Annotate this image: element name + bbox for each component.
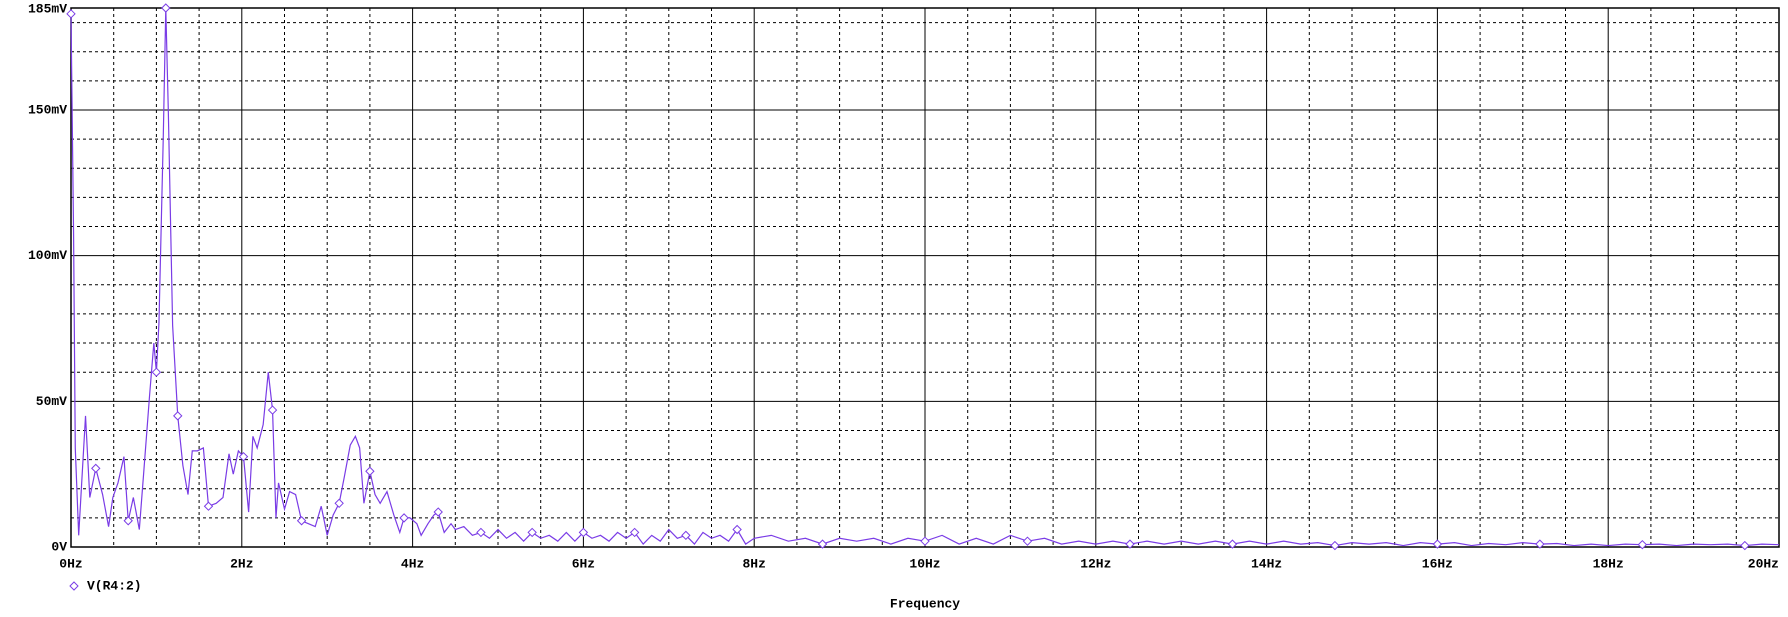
data-marker — [476, 527, 486, 538]
data-marker — [1740, 540, 1750, 551]
data-marker — [1535, 539, 1545, 549]
data-marker — [629, 527, 640, 538]
data-marker — [399, 513, 409, 523]
data-marker — [1227, 539, 1238, 549]
data-marker — [238, 451, 249, 462]
x-tick-label: 8Hz — [742, 556, 765, 571]
data-marker — [123, 516, 133, 526]
data-marker — [1125, 539, 1135, 549]
x-tick-label: 18Hz — [1593, 556, 1624, 571]
data-marker — [365, 466, 375, 476]
data-marker — [732, 524, 742, 535]
legend-label: V(R4:2) — [87, 578, 142, 593]
data-marker — [1432, 539, 1443, 549]
data-marker — [681, 530, 691, 541]
data-marker — [66, 9, 76, 19]
x-axis-label: Frequency — [890, 596, 960, 611]
x-tick-label: 10Hz — [909, 556, 940, 571]
legend-marker — [69, 581, 79, 591]
data-marker — [334, 498, 344, 509]
data-marker — [433, 507, 443, 517]
data-marker — [203, 501, 214, 511]
x-tick-label: 14Hz — [1251, 556, 1282, 571]
data-marker — [151, 367, 162, 377]
data-marker — [1022, 536, 1033, 546]
x-tick-label: 20Hz — [1748, 556, 1779, 571]
x-tick-label: 12Hz — [1080, 556, 1111, 571]
data-marker — [91, 463, 101, 474]
x-tick-label: 2Hz — [230, 556, 253, 571]
x-tick-label: 6Hz — [572, 556, 595, 571]
y-tick-label: 100mV — [28, 248, 67, 263]
data-marker — [578, 527, 589, 538]
x-tick-label: 16Hz — [1422, 556, 1453, 571]
y-tick-label: 0V — [51, 539, 67, 554]
data-marker — [267, 405, 278, 415]
data-marker — [1330, 540, 1340, 551]
data-marker — [161, 3, 171, 13]
data-marker — [1637, 539, 1648, 550]
y-tick-label: 50mV — [36, 394, 67, 409]
y-tick-label: 150mV — [28, 102, 67, 117]
data-marker — [527, 527, 537, 538]
y-tick-label: 185mV — [28, 1, 67, 16]
x-tick-label: 4Hz — [401, 556, 424, 571]
plot-frame — [70, 7, 1780, 548]
x-tick-label: 0Hz — [59, 556, 82, 571]
data-line — [70, 7, 1780, 547]
data-marker — [817, 539, 828, 549]
data-marker — [173, 411, 183, 421]
data-marker — [920, 536, 930, 546]
data-marker — [296, 516, 307, 526]
